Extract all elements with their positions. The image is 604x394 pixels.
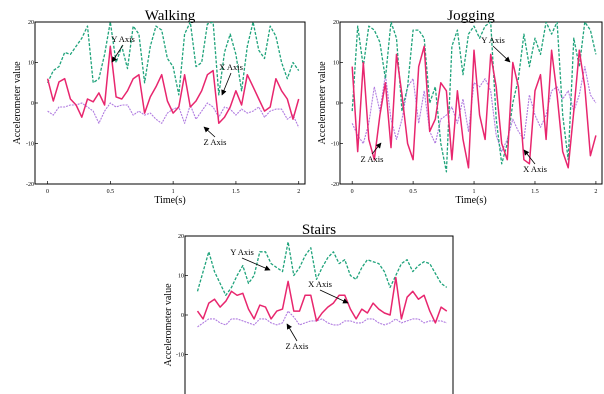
annotation-arrow	[203, 126, 216, 138]
x-axis-label: Time(s)	[455, 195, 486, 206]
annotation-arrow	[523, 149, 536, 165]
annotation-label: Z Axis	[204, 137, 227, 147]
annotation-label: Y Axis	[230, 247, 254, 257]
series-line-x-axis	[196, 276, 448, 324]
y-tick-label: -10	[26, 142, 34, 148]
x-tick-label: 0	[46, 189, 49, 195]
chart-walking: Walking 20 10 0 -10 -20 0 0.5 1 1.5 2 Accelerometer…	[12, 8, 306, 206]
annotation-arrow	[111, 44, 124, 63]
y-tick-label: 20	[333, 20, 339, 26]
y-tick-label: -20	[331, 182, 339, 188]
y-tick-label: 0	[336, 101, 339, 107]
x-tick-label: 1	[473, 189, 476, 195]
y-tick-label: 10	[28, 61, 34, 67]
annotation-arrow	[492, 45, 511, 63]
series-line-x-axis	[351, 45, 597, 169]
annotation-arrow	[371, 142, 382, 155]
y-tick-label: -20	[26, 182, 34, 188]
series-line-y-axis	[351, 22, 597, 173]
x-tick-label: 0.5	[107, 189, 115, 195]
y-axis-label: Accelerometer value	[12, 61, 23, 145]
x-tick-label: 1.5	[232, 189, 240, 195]
annotation-arrow	[221, 72, 232, 96]
series-group	[351, 22, 597, 173]
y-tick-label: -10	[331, 142, 339, 148]
series-group	[196, 241, 448, 328]
x-axis-label: Time(s)	[154, 195, 185, 206]
y-tick-label: 20	[28, 20, 34, 26]
y-tick-label: 0	[31, 101, 34, 107]
x-tick-label: 2	[297, 189, 300, 195]
plot-frame	[184, 235, 454, 394]
series-line-z-axis	[351, 66, 597, 153]
series-line-x-axis	[46, 45, 300, 125]
annotation-arrow	[241, 257, 271, 271]
chart-jogging: Jogging 20 10 0 -10 -20 0 0.5 1 1.5 2 Accelerometer…	[317, 8, 603, 206]
y-axis-label: Accelerometer value	[317, 61, 328, 145]
annotation-label: Y Axis	[111, 34, 135, 44]
series-line-z-axis	[197, 310, 447, 328]
y-tick-label: 0	[181, 313, 184, 319]
annotation-label: X Axis	[308, 279, 332, 289]
x-tick-label: 1	[172, 189, 175, 195]
x-tick-label: 2	[594, 189, 597, 195]
chart-title: Stairs	[302, 222, 336, 238]
y-axis-label: Accelerometer value	[163, 283, 174, 367]
y-tick-label: 20	[178, 234, 184, 240]
series-line-y-axis	[196, 241, 448, 296]
chart-title: Jogging	[447, 8, 495, 24]
x-tick-label: 1.5	[531, 189, 539, 195]
annotation-arrow	[319, 289, 349, 304]
y-tick-label: 10	[178, 274, 184, 280]
annotation-label: Z Axis	[286, 341, 309, 351]
series-line-y-axis	[47, 22, 300, 96]
x-tick-label: 0.5	[409, 189, 417, 195]
annotation-label: X Axis	[219, 62, 243, 72]
annotation-label: Y Axis	[481, 35, 505, 45]
y-tick-label: -10	[176, 353, 184, 359]
annotation-arrow	[286, 323, 298, 342]
series-group	[46, 22, 300, 128]
series-line-z-axis	[47, 102, 300, 128]
y-tick-label: 10	[333, 61, 339, 67]
annotation-label: Z Axis	[361, 154, 384, 164]
chart-title: Walking	[145, 8, 196, 24]
annotation-label: X Axis	[523, 164, 547, 174]
x-tick-label: 0	[351, 189, 354, 195]
